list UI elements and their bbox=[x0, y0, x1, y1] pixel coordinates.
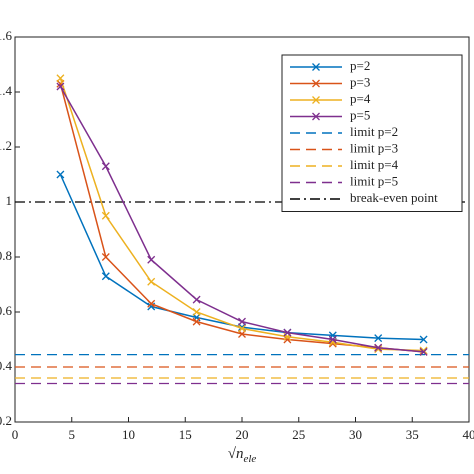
marker-cross bbox=[56, 74, 65, 83]
x-tick-label: 35 bbox=[406, 427, 419, 442]
x-tick-label: 10 bbox=[122, 427, 135, 442]
marker-cross bbox=[101, 211, 110, 220]
marker-cross bbox=[147, 299, 156, 308]
marker bbox=[419, 346, 428, 355]
marker bbox=[238, 317, 246, 326]
y-tick-label: 0.8 bbox=[0, 248, 12, 263]
marker-cross bbox=[192, 317, 201, 326]
legend-marker bbox=[312, 112, 320, 121]
legend-label: p=4 bbox=[350, 91, 371, 106]
marker-cross bbox=[147, 255, 156, 264]
legend-label: limit p=2 bbox=[350, 124, 398, 139]
y-tick-label: 1.4 bbox=[0, 83, 13, 98]
marker bbox=[419, 335, 428, 344]
y-tick-label: 1.6 bbox=[0, 28, 13, 43]
marker-cross bbox=[374, 343, 383, 352]
marker-cross bbox=[147, 277, 156, 286]
marker-cross bbox=[101, 272, 110, 281]
legend-label: break-even point bbox=[350, 190, 438, 205]
marker bbox=[328, 335, 337, 344]
x-tick-label: 15 bbox=[179, 427, 192, 442]
marker bbox=[192, 295, 201, 304]
marker-cross bbox=[56, 170, 65, 179]
legend-label: limit p=5 bbox=[350, 173, 398, 188]
marker-cross bbox=[192, 295, 201, 304]
legend-marker bbox=[312, 79, 320, 88]
x-tick-label: 5 bbox=[69, 427, 76, 442]
x-tick-label: 40 bbox=[463, 427, 474, 442]
x-tick-label: 0 bbox=[12, 427, 19, 442]
legend-label: limit p=4 bbox=[350, 157, 399, 172]
marker-cross bbox=[419, 346, 428, 355]
x-tick-label: 25 bbox=[292, 427, 305, 442]
marker bbox=[101, 253, 110, 261]
marker-cross bbox=[374, 334, 383, 343]
legend-label: limit p=3 bbox=[350, 140, 398, 155]
marker bbox=[374, 343, 383, 352]
marker-cross bbox=[419, 335, 428, 344]
x-tick-label: 20 bbox=[236, 427, 249, 442]
marker bbox=[101, 162, 110, 171]
x-tick-label: 30 bbox=[349, 427, 362, 442]
marker bbox=[419, 347, 428, 356]
legend-label: p=5 bbox=[350, 107, 370, 122]
marker bbox=[101, 211, 110, 220]
marker-cross bbox=[238, 324, 246, 333]
marker-cross bbox=[328, 335, 337, 344]
marker bbox=[192, 308, 201, 316]
marker bbox=[283, 328, 292, 337]
legend-label: p=2 bbox=[350, 58, 370, 73]
marker bbox=[56, 170, 65, 179]
marker bbox=[192, 317, 201, 326]
marker-cross bbox=[56, 82, 65, 91]
y-tick-label: 0.2 bbox=[0, 413, 12, 428]
y-tick-label: 0.4 bbox=[0, 358, 13, 373]
marker bbox=[238, 324, 246, 333]
marker-cross bbox=[101, 162, 110, 171]
x-label-sub: ele bbox=[243, 453, 256, 465]
marker bbox=[147, 277, 156, 286]
marker-cross bbox=[101, 253, 110, 261]
marker bbox=[56, 82, 65, 91]
legend-marker bbox=[312, 63, 320, 71]
marker bbox=[147, 255, 156, 264]
y-tick-label: 1.2 bbox=[0, 138, 12, 153]
marker-cross bbox=[238, 317, 246, 326]
y-tick-label: 0.6 bbox=[0, 303, 13, 318]
marker bbox=[147, 299, 156, 308]
marker-cross bbox=[419, 347, 428, 356]
y-tick-label: 1 bbox=[6, 193, 13, 208]
x-axis-label: √nele bbox=[228, 446, 257, 464]
marker bbox=[56, 74, 65, 83]
marker-cross bbox=[283, 328, 292, 337]
legend-marker bbox=[312, 96, 320, 104]
marker bbox=[374, 334, 383, 343]
marker-cross bbox=[192, 308, 201, 316]
x-label-main: √n bbox=[228, 446, 244, 462]
marker bbox=[101, 272, 110, 281]
legend-label: p=3 bbox=[350, 74, 370, 89]
